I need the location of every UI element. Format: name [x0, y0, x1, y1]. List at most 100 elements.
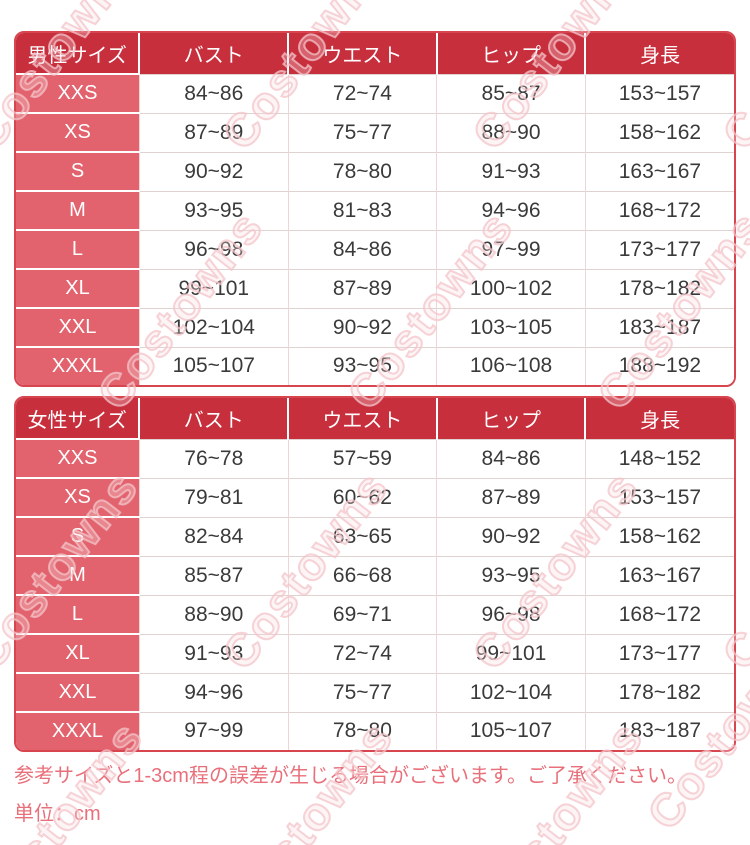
bust-value: 97~99	[138, 711, 289, 750]
size-label: XXXL	[16, 711, 140, 750]
waist-value: 81~83	[287, 190, 437, 230]
size-label: XS	[16, 477, 140, 517]
size-label: XL	[16, 268, 140, 308]
size-label: L	[16, 229, 140, 269]
size-notes: 参考サイズと1-3cm程の誤差が生じる場合がございます。ご了承ください。 単位：…	[14, 757, 687, 833]
height-value: 178~182	[584, 268, 734, 308]
size-label: S	[16, 516, 140, 556]
bust-value: 105~107	[138, 346, 289, 385]
waist-value: 72~74	[287, 73, 437, 113]
size-label: S	[16, 151, 140, 191]
womens-header-size: 女性サイズ	[16, 398, 140, 439]
waist-value: 78~80	[287, 151, 437, 191]
bust-value: 93~95	[138, 190, 289, 230]
size-label: M	[16, 555, 140, 595]
table-row: XXXL 97~99 78~80 105~107 183~187	[16, 711, 734, 750]
height-value: 153~157	[584, 73, 734, 113]
table-row: L 96~98 84~86 97~99 173~177	[16, 229, 734, 269]
table-row: XL 91~93 72~74 99~101 173~177	[16, 633, 734, 673]
womens-header-hip: ヒップ	[435, 398, 586, 439]
waist-value: 75~77	[287, 112, 437, 152]
hip-value: 106~108	[436, 346, 586, 385]
hip-value: 87~89	[436, 477, 586, 517]
size-label: XS	[16, 112, 140, 152]
table-row: M 85~87 66~68 93~95 163~167	[16, 555, 734, 595]
height-value: 168~172	[584, 594, 734, 634]
hip-value: 102~104	[436, 672, 586, 712]
bust-value: 87~89	[138, 112, 289, 152]
tolerance-note: 参考サイズと1-3cm程の誤差が生じる場合がございます。ご了承ください。	[14, 765, 687, 787]
womens-header-bust: バスト	[138, 398, 289, 439]
height-value: 163~167	[584, 151, 734, 191]
mens-header-height: 身長	[584, 33, 734, 74]
womens-size-table-grid: 女性サイズ バスト ウエスト ヒップ 身長 XXS 76~78 57~59 84…	[16, 398, 734, 750]
height-value: 168~172	[584, 190, 734, 230]
table-row: XXXL 105~107 93~95 106~108 188~192	[16, 346, 734, 385]
bust-value: 82~84	[138, 516, 289, 556]
bust-value: 76~78	[138, 438, 289, 478]
bust-value: 102~104	[138, 307, 289, 347]
table-row: L 88~90 69~71 96~98 168~172	[16, 594, 734, 634]
table-row: S 82~84 63~65 90~92 158~162	[16, 516, 734, 556]
womens-header-height: 身長	[584, 398, 734, 439]
table-row: S 90~92 78~80 91~93 163~167	[16, 151, 734, 191]
waist-value: 93~95	[287, 346, 437, 385]
waist-value: 69~71	[287, 594, 437, 634]
waist-value: 63~65	[287, 516, 437, 556]
size-label: M	[16, 190, 140, 230]
hip-value: 100~102	[436, 268, 586, 308]
size-label: XXS	[16, 73, 140, 113]
bust-value: 84~86	[138, 73, 289, 113]
bust-value: 96~98	[138, 229, 289, 269]
height-value: 183~187	[584, 711, 734, 750]
hip-value: 105~107	[436, 711, 586, 750]
table-row: XXL 94~96 75~77 102~104 178~182	[16, 672, 734, 712]
bust-value: 99~101	[138, 268, 289, 308]
table-row: XL 99~101 87~89 100~102 178~182	[16, 268, 734, 308]
table-row: M 93~95 81~83 94~96 168~172	[16, 190, 734, 230]
mens-header-hip: ヒップ	[435, 33, 586, 74]
waist-value: 57~59	[287, 438, 437, 478]
waist-value: 84~86	[287, 229, 437, 269]
bust-value: 90~92	[138, 151, 289, 191]
hip-value: 93~95	[436, 555, 586, 595]
table-row: XS 87~89 75~77 88~90 158~162	[16, 112, 734, 152]
hip-value: 85~87	[436, 73, 586, 113]
mens-size-table: 男性サイズ バスト ウエスト ヒップ 身長 XXS 84~86 72~74 85…	[14, 31, 736, 387]
height-value: 153~157	[584, 477, 734, 517]
size-label: XXXL	[16, 346, 140, 385]
waist-value: 75~77	[287, 672, 437, 712]
bust-value: 85~87	[138, 555, 289, 595]
hip-value: 103~105	[436, 307, 586, 347]
waist-value: 60~62	[287, 477, 437, 517]
mens-header-size: 男性サイズ	[16, 33, 140, 74]
height-value: 173~177	[584, 229, 734, 269]
hip-value: 84~86	[436, 438, 586, 478]
table-row: XS 79~81 60~62 87~89 153~157	[16, 477, 734, 517]
size-label: XXS	[16, 438, 140, 478]
bust-value: 79~81	[138, 477, 289, 517]
height-value: 178~182	[584, 672, 734, 712]
bust-value: 91~93	[138, 633, 289, 673]
height-value: 173~177	[584, 633, 734, 673]
waist-value: 78~80	[287, 711, 437, 750]
table-row: XXL 102~104 90~92 103~105 183~187	[16, 307, 734, 347]
table-row: XXS 76~78 57~59 84~86 148~152	[16, 438, 734, 478]
unit-note: 単位：cm	[14, 803, 101, 825]
bust-value: 94~96	[138, 672, 289, 712]
size-label: XL	[16, 633, 140, 673]
mens-size-table-grid: 男性サイズ バスト ウエスト ヒップ 身長 XXS 84~86 72~74 85…	[16, 33, 734, 385]
womens-header-row: 女性サイズ バスト ウエスト ヒップ 身長	[16, 398, 734, 439]
table-row: XXS 84~86 72~74 85~87 153~157	[16, 73, 734, 113]
hip-value: 96~98	[436, 594, 586, 634]
mens-header-bust: バスト	[138, 33, 289, 74]
bust-value: 88~90	[138, 594, 289, 634]
waist-value: 87~89	[287, 268, 437, 308]
mens-header-waist: ウエスト	[287, 33, 437, 74]
height-value: 148~152	[584, 438, 734, 478]
height-value: 188~192	[584, 346, 734, 385]
size-label: XXL	[16, 307, 140, 347]
hip-value: 97~99	[436, 229, 586, 269]
height-value: 158~162	[584, 516, 734, 556]
waist-value: 66~68	[287, 555, 437, 595]
